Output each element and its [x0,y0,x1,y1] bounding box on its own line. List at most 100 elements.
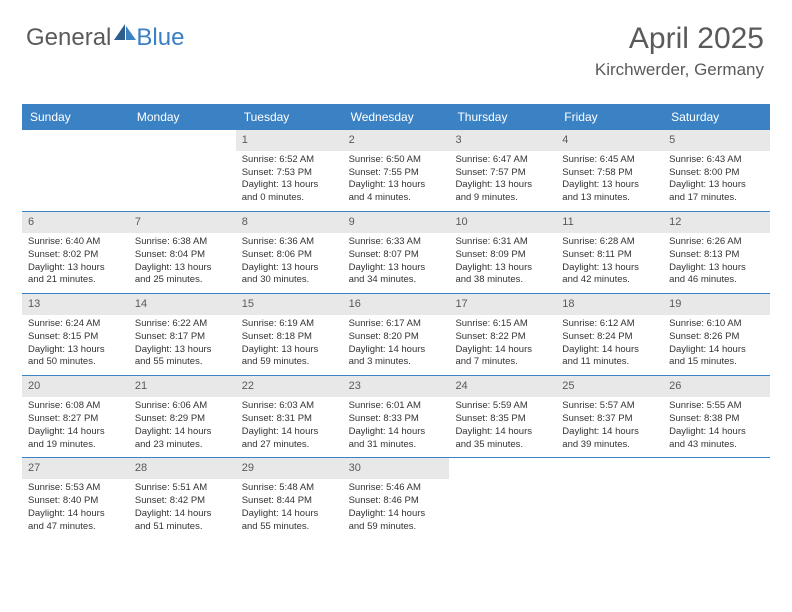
calendar-cell: 12Sunrise: 6:26 AMSunset: 8:13 PMDayligh… [663,212,770,293]
sunset-text: Sunset: 8:31 PM [242,413,337,426]
day-number: 12 [663,212,770,233]
sunset-text: Sunset: 8:06 PM [242,249,337,262]
calendar-cell: 2Sunrise: 6:50 AMSunset: 7:55 PMDaylight… [343,130,450,211]
calendar-cell: 6Sunrise: 6:40 AMSunset: 8:02 PMDaylight… [22,212,129,293]
day-details: Sunrise: 6:03 AMSunset: 8:31 PMDaylight:… [236,397,343,457]
day-details: Sunrise: 5:46 AMSunset: 8:46 PMDaylight:… [343,479,450,539]
calendar-cell [449,458,556,539]
sunrise-text: Sunrise: 6:26 AM [669,236,764,249]
sunrise-text: Sunrise: 6:52 AM [242,154,337,167]
day-number: 2 [343,130,450,151]
sunrise-text: Sunrise: 6:45 AM [562,154,657,167]
calendar-cell: 20Sunrise: 6:08 AMSunset: 8:27 PMDayligh… [22,376,129,457]
day-number: 25 [556,376,663,397]
sunset-text: Sunset: 8:04 PM [135,249,230,262]
daylight-text: Daylight: 14 hours and 55 minutes. [242,508,337,534]
day-header: Monday [129,104,236,130]
calendar-cell [22,130,129,211]
day-header: Thursday [449,104,556,130]
day-number: 30 [343,458,450,479]
daylight-text: Daylight: 13 hours and 4 minutes. [349,179,444,205]
sunrise-text: Sunrise: 6:06 AM [135,400,230,413]
day-details: Sunrise: 6:36 AMSunset: 8:06 PMDaylight:… [236,233,343,293]
calendar-cell: 8Sunrise: 6:36 AMSunset: 8:06 PMDaylight… [236,212,343,293]
calendar: SundayMondayTuesdayWednesdayThursdayFrid… [22,104,770,539]
day-number: 7 [129,212,236,233]
calendar-row: 13Sunrise: 6:24 AMSunset: 8:15 PMDayligh… [22,293,770,375]
day-details: Sunrise: 5:48 AMSunset: 8:44 PMDaylight:… [236,479,343,539]
day-number: 11 [556,212,663,233]
day-details: Sunrise: 6:47 AMSunset: 7:57 PMDaylight:… [449,151,556,211]
day-details: Sunrise: 5:57 AMSunset: 8:37 PMDaylight:… [556,397,663,457]
day-number: 8 [236,212,343,233]
sunrise-text: Sunrise: 6:12 AM [562,318,657,331]
sunset-text: Sunset: 8:40 PM [28,495,123,508]
day-number: 16 [343,294,450,315]
day-number: 10 [449,212,556,233]
day-details: Sunrise: 6:26 AMSunset: 8:13 PMDaylight:… [663,233,770,293]
day-number: 4 [556,130,663,151]
calendar-cell: 13Sunrise: 6:24 AMSunset: 8:15 PMDayligh… [22,294,129,375]
day-header: Friday [556,104,663,130]
calendar-row: 20Sunrise: 6:08 AMSunset: 8:27 PMDayligh… [22,375,770,457]
day-details: Sunrise: 6:06 AMSunset: 8:29 PMDaylight:… [129,397,236,457]
daylight-text: Daylight: 13 hours and 25 minutes. [135,262,230,288]
sunrise-text: Sunrise: 6:31 AM [455,236,550,249]
calendar-cell: 30Sunrise: 5:46 AMSunset: 8:46 PMDayligh… [343,458,450,539]
daylight-text: Daylight: 13 hours and 30 minutes. [242,262,337,288]
sunset-text: Sunset: 8:07 PM [349,249,444,262]
sunset-text: Sunset: 8:42 PM [135,495,230,508]
calendar-cell: 10Sunrise: 6:31 AMSunset: 8:09 PMDayligh… [449,212,556,293]
calendar-row: 27Sunrise: 5:53 AMSunset: 8:40 PMDayligh… [22,457,770,539]
calendar-cell: 25Sunrise: 5:57 AMSunset: 8:37 PMDayligh… [556,376,663,457]
calendar-cell: 3Sunrise: 6:47 AMSunset: 7:57 PMDaylight… [449,130,556,211]
sunset-text: Sunset: 8:20 PM [349,331,444,344]
sunrise-text: Sunrise: 5:59 AM [455,400,550,413]
day-number: 20 [22,376,129,397]
sunset-text: Sunset: 8:17 PM [135,331,230,344]
calendar-cell: 21Sunrise: 6:06 AMSunset: 8:29 PMDayligh… [129,376,236,457]
sunset-text: Sunset: 8:46 PM [349,495,444,508]
day-header: Saturday [663,104,770,130]
calendar-row: 6Sunrise: 6:40 AMSunset: 8:02 PMDaylight… [22,211,770,293]
calendar-cell [129,130,236,211]
calendar-cell: 26Sunrise: 5:55 AMSunset: 8:38 PMDayligh… [663,376,770,457]
month-title: April 2025 [595,22,764,56]
daylight-text: Daylight: 14 hours and 7 minutes. [455,344,550,370]
day-number: 26 [663,376,770,397]
sunrise-text: Sunrise: 6:10 AM [669,318,764,331]
day-number: 17 [449,294,556,315]
calendar-cell: 16Sunrise: 6:17 AMSunset: 8:20 PMDayligh… [343,294,450,375]
sunrise-text: Sunrise: 6:28 AM [562,236,657,249]
day-number: 13 [22,294,129,315]
daylight-text: Daylight: 14 hours and 47 minutes. [28,508,123,534]
daylight-text: Daylight: 14 hours and 51 minutes. [135,508,230,534]
day-details: Sunrise: 6:10 AMSunset: 8:26 PMDaylight:… [663,315,770,375]
sunset-text: Sunset: 8:44 PM [242,495,337,508]
sunrise-text: Sunrise: 6:50 AM [349,154,444,167]
sunrise-text: Sunrise: 5:48 AM [242,482,337,495]
day-number: 27 [22,458,129,479]
sunset-text: Sunset: 7:53 PM [242,167,337,180]
daylight-text: Daylight: 14 hours and 35 minutes. [455,426,550,452]
calendar-cell: 14Sunrise: 6:22 AMSunset: 8:17 PMDayligh… [129,294,236,375]
sunset-text: Sunset: 8:09 PM [455,249,550,262]
brand-text-1: General [26,24,111,52]
daylight-text: Daylight: 14 hours and 27 minutes. [242,426,337,452]
daylight-text: Daylight: 13 hours and 55 minutes. [135,344,230,370]
calendar-cell: 28Sunrise: 5:51 AMSunset: 8:42 PMDayligh… [129,458,236,539]
calendar-cell: 15Sunrise: 6:19 AMSunset: 8:18 PMDayligh… [236,294,343,375]
day-details: Sunrise: 6:43 AMSunset: 8:00 PMDaylight:… [663,151,770,211]
day-details: Sunrise: 6:24 AMSunset: 8:15 PMDaylight:… [22,315,129,375]
sunset-text: Sunset: 8:27 PM [28,413,123,426]
calendar-cell: 17Sunrise: 6:15 AMSunset: 8:22 PMDayligh… [449,294,556,375]
day-number: 5 [663,130,770,151]
brand-text-2: Blue [136,24,184,52]
day-details: Sunrise: 6:38 AMSunset: 8:04 PMDaylight:… [129,233,236,293]
sunrise-text: Sunrise: 6:38 AM [135,236,230,249]
day-details: Sunrise: 6:19 AMSunset: 8:18 PMDaylight:… [236,315,343,375]
daylight-text: Daylight: 14 hours and 11 minutes. [562,344,657,370]
calendar-cell: 18Sunrise: 6:12 AMSunset: 8:24 PMDayligh… [556,294,663,375]
day-details: Sunrise: 6:31 AMSunset: 8:09 PMDaylight:… [449,233,556,293]
daylight-text: Daylight: 13 hours and 59 minutes. [242,344,337,370]
